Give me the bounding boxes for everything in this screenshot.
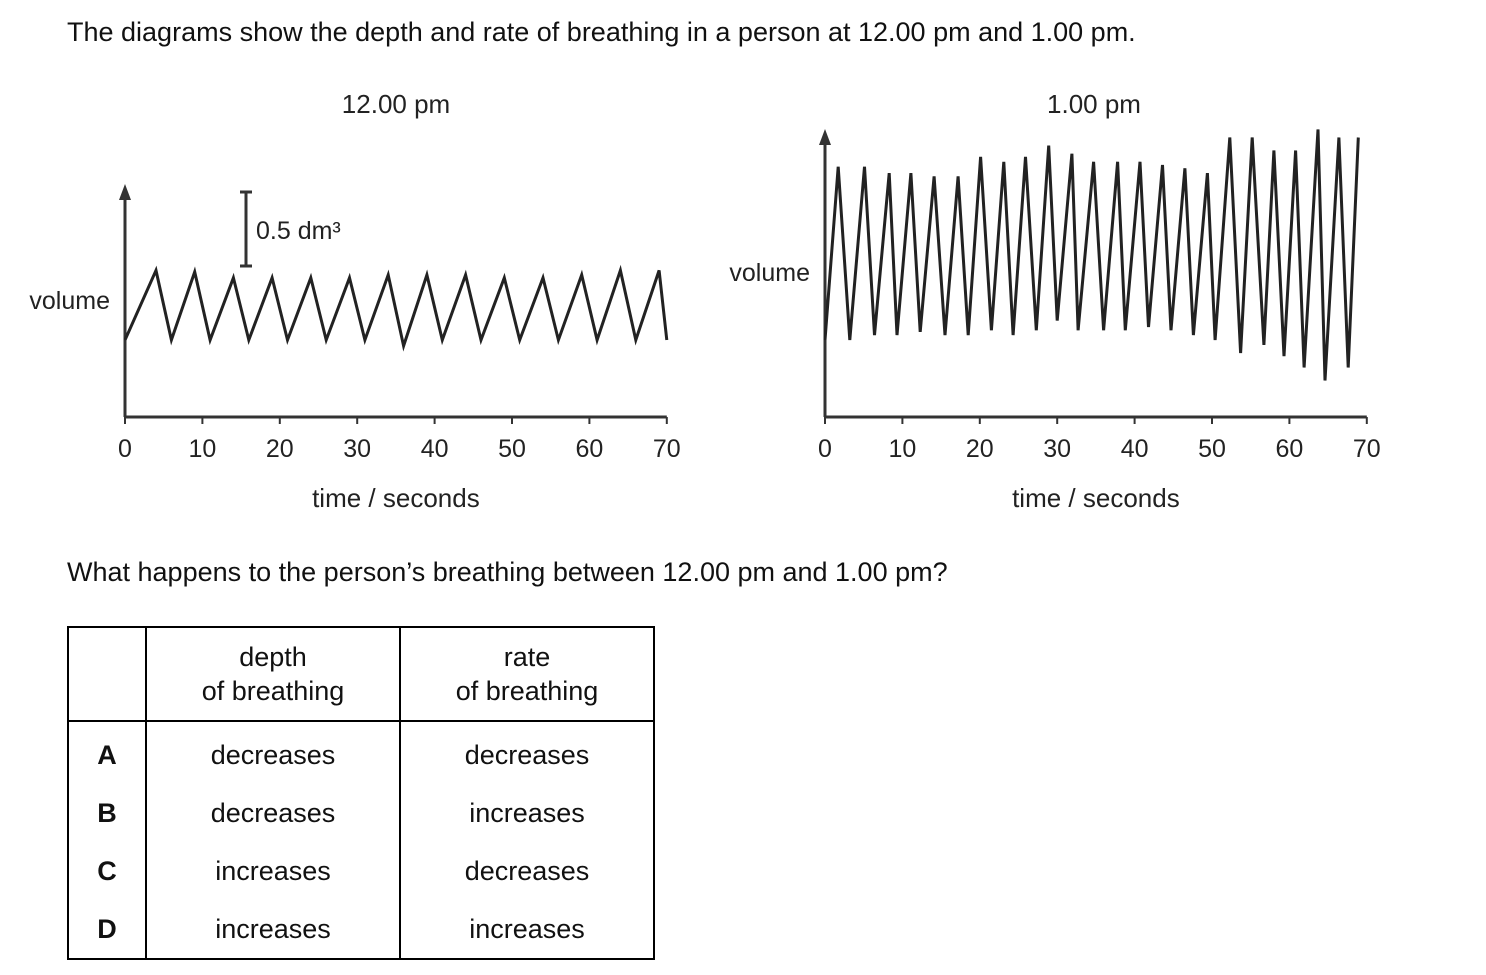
depth-cell: decreases — [145, 784, 401, 842]
x-tick-label: 30 — [343, 435, 371, 463]
x-tick-label: 40 — [1121, 435, 1149, 463]
chart-12pm: 12.00 pm 0 10 20 30 40 50 60 70 volume time / seco… — [29, 89, 680, 513]
x-axis-label: time / seconds — [312, 483, 480, 513]
answer-row-d[interactable]: D increases increases — [67, 900, 655, 960]
chart-title: 12.00 pm — [342, 89, 450, 119]
y-axis-label: volume — [29, 287, 110, 315]
rate-cell: decreases — [399, 842, 655, 900]
x-tick-label: 10 — [888, 435, 916, 463]
x-axis-label: time / seconds — [1012, 483, 1180, 513]
breathing-trace — [823, 129, 1360, 381]
header-option — [67, 626, 147, 722]
x-tick-label: 10 — [188, 435, 216, 463]
header-depth: depth of breathing — [145, 626, 401, 722]
option-letter: D — [67, 900, 147, 960]
x-tick-label: 30 — [1043, 435, 1071, 463]
y-axis-arrow — [819, 129, 831, 145]
depth-cell: increases — [145, 900, 401, 960]
option-letter: A — [67, 721, 147, 784]
header-rate: rate of breathing — [399, 626, 655, 722]
rate-cell: increases — [399, 784, 655, 842]
answer-row-b[interactable]: B decreases increases — [67, 784, 655, 842]
breathing-trace — [123, 264, 669, 352]
table-header-row: depth of breathing rate of breathing — [67, 626, 655, 722]
x-tick-label: 50 — [498, 435, 526, 463]
x-tick-label: 20 — [966, 435, 994, 463]
x-tick-label: 60 — [1275, 435, 1303, 463]
x-tick-label: 70 — [1353, 435, 1381, 463]
depth-cell: decreases — [145, 721, 401, 784]
x-tick-label: 0 — [118, 435, 132, 463]
y-axis-arrow — [119, 184, 131, 200]
x-tick-label: 0 — [818, 435, 832, 463]
option-letter: B — [67, 784, 147, 842]
option-letter: C — [67, 842, 147, 900]
y-axis-label: volume — [729, 259, 810, 287]
breathing-charts: 12.00 pm 0 10 20 30 40 50 60 70 volume time / seco… — [29, 89, 1380, 513]
x-tick-label: 50 — [1198, 435, 1226, 463]
rate-cell: decreases — [399, 721, 655, 784]
question-text: What happens to the person’s breathing b… — [67, 557, 948, 587]
x-tick-label: 40 — [421, 435, 449, 463]
depth-cell: increases — [145, 842, 401, 900]
scale-bar-label: 0.5 dm³ — [256, 217, 341, 245]
x-tick-label: 20 — [266, 435, 294, 463]
intro-text: The diagrams show the depth and rate of … — [67, 17, 1136, 47]
x-tick-label: 60 — [575, 435, 603, 463]
answer-row-a[interactable]: A decreases decreases — [67, 721, 655, 784]
rate-cell: increases — [399, 900, 655, 960]
chart-title: 1.00 pm — [1047, 89, 1141, 119]
x-tick-label: 70 — [653, 435, 681, 463]
chart-1pm: 1.00 pm 0 10 20 30 40 50 60 70 volume time / secon… — [729, 89, 1380, 513]
answer-row-c[interactable]: C increases decreases — [67, 842, 655, 900]
answer-table: depth of breathing rate of breathing A dec… — [67, 626, 655, 960]
